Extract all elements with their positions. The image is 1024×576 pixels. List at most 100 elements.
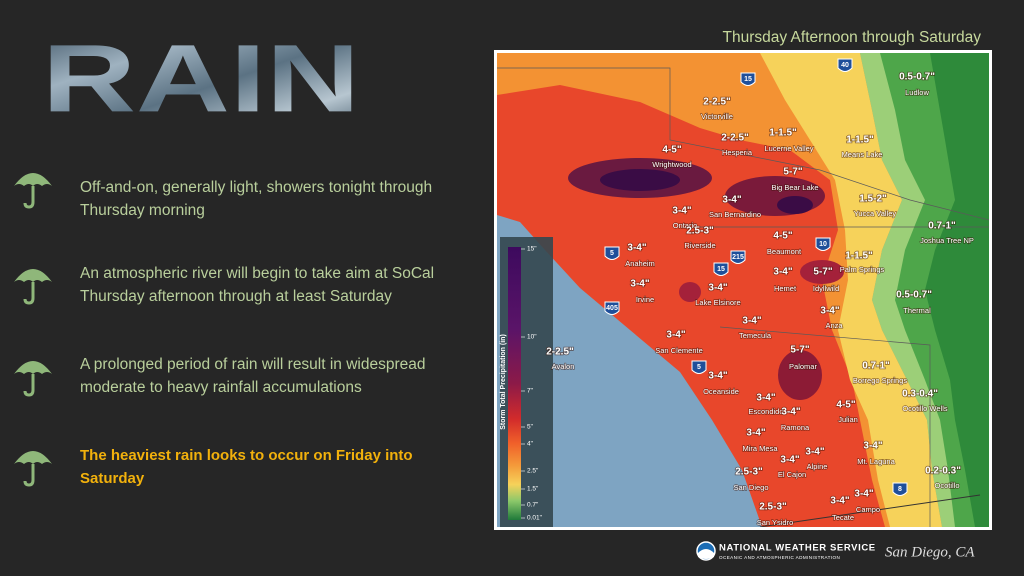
place-name: Oceanside [703,387,739,396]
rain-amount: 2.5-3" [759,502,787,513]
rain-amount: 3-4" [746,428,765,439]
rain-amount: 3-4" [666,330,685,341]
place-name: Anza [825,321,843,330]
precip-core [600,169,680,191]
place-name: Big Bear Lake [771,183,818,192]
legend-tick-label: 1.5" [527,486,539,493]
precip-core [778,350,822,400]
route-number: 405 [606,305,618,312]
precip-core [679,282,701,302]
route-number: 15 [744,76,752,83]
rain-amount: 1-1.5" [845,251,873,262]
route-shield [604,246,620,260]
legend-tick-label: 15" [527,246,537,253]
umbrella-icon [14,173,52,209]
place-name: Yucca Valley [854,209,897,218]
map-title: Thursday Afternoon through Saturday [723,29,982,46]
route-number: 5 [610,250,614,257]
place-name: Thermal [903,306,931,315]
rain-amount: 3-4" [756,393,775,404]
rain-amount: 0.7-1" [862,361,890,372]
bullet-text: An atmospheric river will begin to take … [80,265,435,305]
office-name: San Diego, CA [885,544,975,560]
rain-amount: 3-4" [773,267,792,278]
rain-amount: 0.3-0.4" [902,389,938,400]
rain-amount: 3-4" [781,407,800,418]
place-name: Victorville [701,112,733,121]
place-name: Idyllwild [813,284,839,293]
rain-amount: 0.5-0.7" [896,290,932,301]
ocean [497,215,762,527]
legend-tick-label: 0.7" [527,502,539,509]
route-number: 215 [732,254,744,261]
agency-subtitle: OCEANIC AND ATMOSPHERIC ADMINISTRATION [719,555,840,560]
rain-amount: 1.5-2" [859,194,887,205]
place-name: Lake Elsinore [695,298,740,307]
place-name: Means Lake [842,150,883,159]
rain-amount: 3-4" [627,243,646,254]
place-name: Joshua Tree NP [920,236,974,245]
bullet-text: A prolonged period of rain will result i… [80,356,426,396]
umbrella-icon [14,361,52,397]
place-name: Campo [856,505,880,514]
route-shield [837,58,853,72]
umbrella-icon [14,451,52,487]
route-number: 40 [841,62,849,69]
rain-amount: 3-4" [780,455,799,466]
place-name: Palm Springs [840,265,885,274]
legend-tick-label: 10" [527,334,537,341]
place-name: San Clemente [655,346,703,355]
rain-amount: 5-7" [813,267,832,278]
place-name: Ludlow [905,88,929,97]
title-graphic: RAIN [42,38,360,128]
legend-tick-label: 7" [527,388,534,395]
place-name: Mira Mesa [742,444,778,453]
rain-amount: 3-4" [830,496,849,507]
rain-amount: 0.2-0.3" [925,466,961,477]
place-name: Tecate [832,513,854,522]
rain-amount: 5-7" [790,345,809,356]
rain-amount: 3-4" [708,371,727,382]
rain-amount: 1-1.5" [769,128,797,139]
route-shield [815,237,831,251]
rain-amount: 3-4" [722,195,741,206]
route-shield [740,72,756,86]
border-line [759,494,981,527]
umbrella-icon [14,269,52,305]
map-layers [497,53,989,527]
rain-amount: 4-5" [662,145,681,156]
place-name: Ocotillo Wells [902,404,948,413]
bullet-text: Off-and-on, generally light, showers ton… [80,179,433,219]
place-name: Hemet [774,284,797,293]
legend-scale [508,247,521,520]
place-name: Alpine [807,462,828,471]
rain-amount: 3-4" [708,283,727,294]
rain-amount: 3-4" [805,447,824,458]
legend-ticks: 15" 10" 7" 5" 4" 2.5" 1.5" 0.7" 0.01" [521,246,543,522]
slide-title: RAIN [42,38,360,128]
rain-amount: 4-5" [773,231,792,242]
place-name: Temecula [739,331,772,340]
route-number: 15 [717,266,725,273]
rain-amount: 2.5-3" [735,467,763,478]
legend-tick-label: 5" [527,424,534,431]
route-shield [713,262,729,276]
precip-zone [925,53,989,527]
route-shield [691,360,707,374]
legend-tick-label: 0.01" [527,515,543,522]
place-name: Anaheim [625,259,655,268]
county-line [719,326,931,527]
route-shields: 15 40 10 5 405 215 15 5 8 [604,58,908,496]
place-name: Wrightwood [652,160,691,169]
precip-core [800,260,844,284]
place-name: San Bernardino [709,210,761,219]
rain-amount: 0.5-0.7" [899,72,935,83]
rain-amount: 2-2.5" [546,347,574,358]
rain-amount: 2.5-3" [686,226,714,237]
place-name: Hesperia [722,148,753,157]
place-name: Escondido [748,407,783,416]
route-number: 8 [898,486,902,493]
place-name: San Ysidro [757,518,794,527]
place-name: El Cajon [778,470,806,479]
